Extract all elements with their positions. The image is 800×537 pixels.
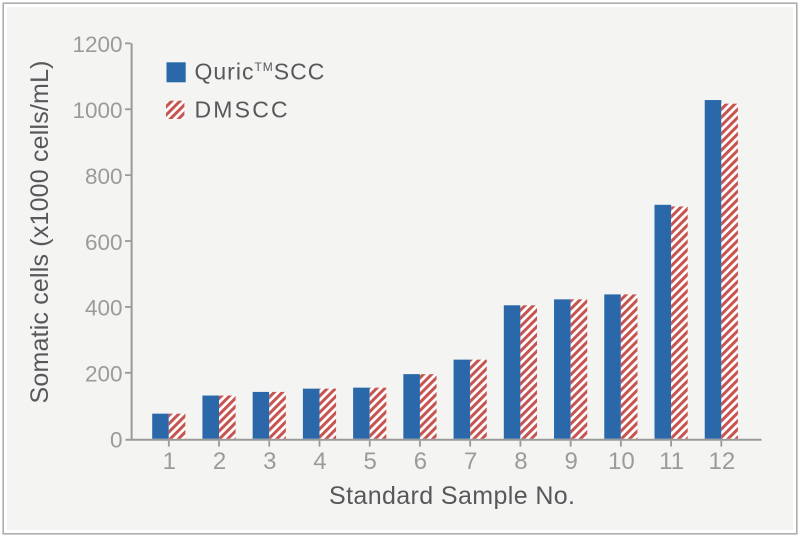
svg-text:11: 11 [659,448,684,475]
svg-text:0: 0 [110,428,123,453]
svg-text:800: 800 [85,164,123,189]
svg-text:2: 2 [213,448,226,475]
svg-text:400: 400 [85,296,123,321]
svg-text:1200: 1200 [72,32,122,57]
svg-text:200: 200 [85,362,123,387]
svg-text:QuricTMSCC: QuricTMSCC [195,58,326,84]
svg-text:Standard Sample No.: Standard Sample No. [329,482,575,510]
svg-text:1: 1 [163,448,176,475]
svg-text:DMSCC: DMSCC [195,96,290,122]
svg-text:600: 600 [85,230,123,255]
svg-text:9: 9 [564,448,577,475]
svg-text:4: 4 [313,448,326,475]
svg-text:5: 5 [364,448,377,475]
svg-text:10: 10 [608,448,635,475]
svg-text:1000: 1000 [72,98,122,123]
svg-text:8: 8 [514,448,527,475]
svg-text:7: 7 [464,448,477,475]
svg-text:6: 6 [414,448,427,475]
svg-text:3: 3 [263,448,276,475]
svg-text:12: 12 [708,448,735,475]
svg-text:Somatic cells (x1000 cells/mL): Somatic cells (x1000 cells/mL) [26,61,54,404]
